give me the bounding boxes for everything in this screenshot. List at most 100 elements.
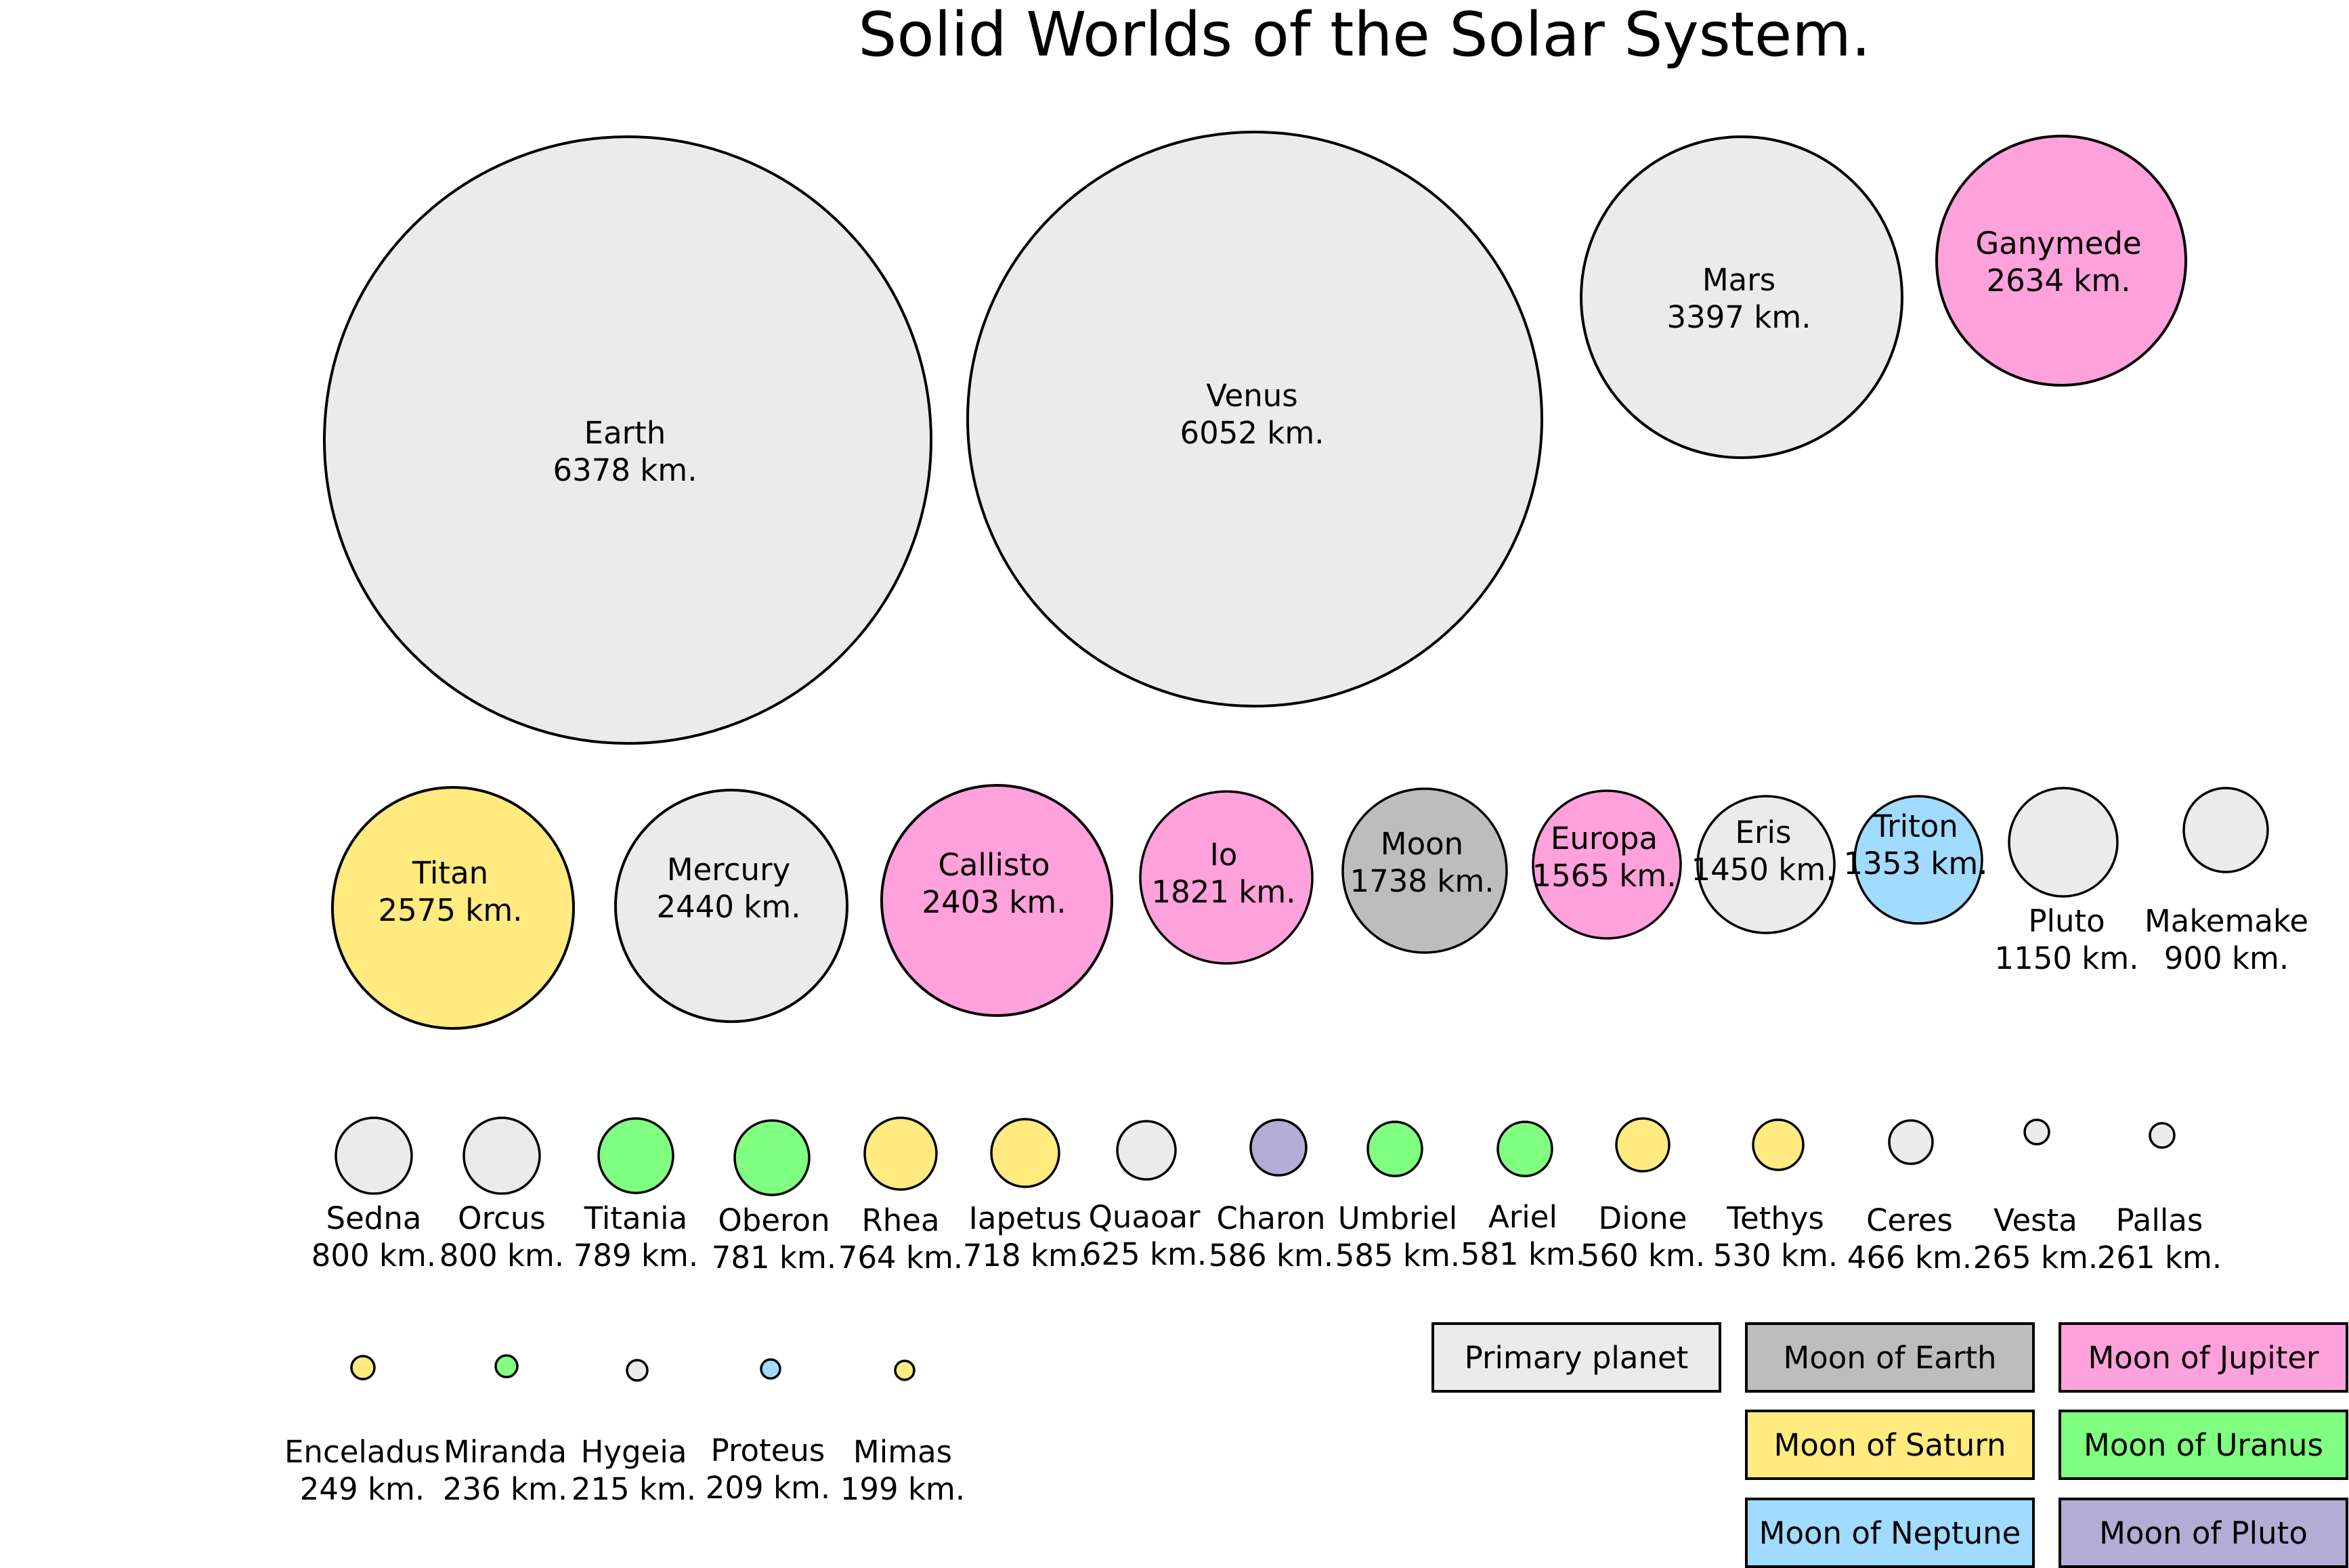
body-radius-mars: 3397 km.: [1666, 299, 1811, 335]
legend-swatch-pluto: [2059, 1498, 2348, 1568]
legend-swatch-jupiter: [2059, 1322, 2348, 1393]
body-name-hygeia: Hygeia: [581, 1434, 687, 1470]
body-name-dione: Dione: [1599, 1200, 1687, 1236]
legend-item-saturn: Moon of Saturn: [1745, 1410, 2035, 1480]
body-radius-tethys: 530 km.: [1713, 1238, 1838, 1273]
body-radius-eris: 1450 km.: [1691, 852, 1835, 888]
legend-swatch-saturn: [1745, 1410, 2035, 1480]
legend-label-neptune: Moon of Neptune: [1759, 1515, 2021, 1551]
body-name-pallas: Pallas: [2116, 1202, 2203, 1238]
body-radius-mercury: 2440 km.: [656, 889, 800, 925]
body-radius-sedna: 800 km.: [311, 1238, 436, 1273]
body-radius-io: 1821 km.: [1151, 874, 1295, 910]
body-radius-rhea: 764 km.: [838, 1240, 963, 1276]
body-name-eris: Eris: [1736, 814, 1792, 850]
body-radius-pallas: 261 km.: [2097, 1240, 2222, 1276]
body-radius-enceladus: 249 km.: [300, 1471, 425, 1507]
body-circle-ariel: [1496, 1120, 1553, 1177]
legend-item-earth: Moon of Earth: [1745, 1322, 2035, 1393]
legend-swatch-earth: [1745, 1322, 2035, 1393]
body-name-quaoar: Quaoar: [1088, 1199, 1201, 1235]
body-name-ganymede: Ganymede: [1975, 225, 2141, 261]
body-radius-dione: 560 km.: [1580, 1238, 1705, 1273]
body-circle-enceladus: [350, 1355, 376, 1380]
body-name-proteus: Proteus: [711, 1433, 825, 1468]
body-name-titan: Titan: [412, 855, 488, 891]
legend-swatch-neptune: [1745, 1498, 2035, 1568]
body-circle-vesta: [2023, 1118, 2050, 1146]
body-name-umbriel: Umbriel: [1338, 1200, 1458, 1236]
body-radius-titania: 789 km.: [574, 1238, 698, 1273]
body-radius-callisto: 2403 km.: [922, 884, 1066, 920]
legend-label-jupiter: Moon of Jupiter: [2088, 1340, 2319, 1376]
body-radius-iapetus: 718 km.: [963, 1238, 1087, 1273]
body-name-titania: Titania: [584, 1200, 687, 1236]
body-circle-tethys: [1752, 1118, 1805, 1171]
legend-item-pluto: Moon of Pluto: [2059, 1498, 2348, 1568]
body-circle-earth: [323, 135, 932, 745]
body-name-io: Io: [1210, 837, 1238, 873]
body-name-vesta: Vesta: [1994, 1202, 2077, 1238]
body-circle-dione: [1615, 1117, 1671, 1173]
body-circle-charon: [1249, 1118, 1308, 1177]
body-name-orcus: Orcus: [458, 1200, 546, 1236]
legend-item-uranus: Moon of Uranus: [2059, 1410, 2348, 1480]
legend: Primary planet Moon of Earth Moon of Jupit…: [1431, 1322, 2348, 1568]
body-radius-titan: 2575 km.: [378, 892, 522, 928]
body-name-europa: Europa: [1551, 821, 1658, 856]
body-name-triton: Triton: [1872, 808, 1958, 844]
body-circle-ganymede: [1935, 135, 2187, 387]
body-radius-umbriel: 585 km.: [1335, 1238, 1460, 1273]
body-circle-eris: [1696, 795, 1836, 934]
body-name-sedna: Sedna: [326, 1200, 422, 1236]
body-circle-proteus: [760, 1358, 781, 1380]
body-name-venus: Venus: [1206, 378, 1297, 414]
body-name-miranda: Miranda: [444, 1434, 567, 1470]
body-radius-pluto: 1150 km.: [1994, 940, 2138, 976]
body-circle-makemake: [2182, 787, 2269, 873]
legend-label-earth: Moon of Earth: [1783, 1340, 1996, 1376]
body-name-mimas: Mimas: [853, 1434, 952, 1470]
body-name-mars: Mars: [1702, 262, 1775, 298]
body-radius-miranda: 236 km.: [443, 1471, 567, 1507]
body-circle-iapetus: [990, 1118, 1060, 1188]
body-radius-orcus: 800 km.: [439, 1238, 564, 1273]
legend-swatch-primary: [1431, 1322, 1721, 1393]
body-circle-quaoar: [1116, 1120, 1177, 1181]
legend-label-pluto: Moon of Pluto: [2099, 1515, 2308, 1551]
body-radius-europa: 1565 km.: [1532, 858, 1676, 894]
body-circle-ceres: [1888, 1119, 1934, 1165]
body-circle-mimas: [894, 1359, 915, 1381]
legend-item-neptune: Moon of Neptune: [1745, 1498, 2035, 1568]
body-circle-orcus: [462, 1116, 541, 1195]
body-radius-venus: 6052 km.: [1180, 415, 1324, 451]
body-circle-rhea: [863, 1116, 938, 1191]
